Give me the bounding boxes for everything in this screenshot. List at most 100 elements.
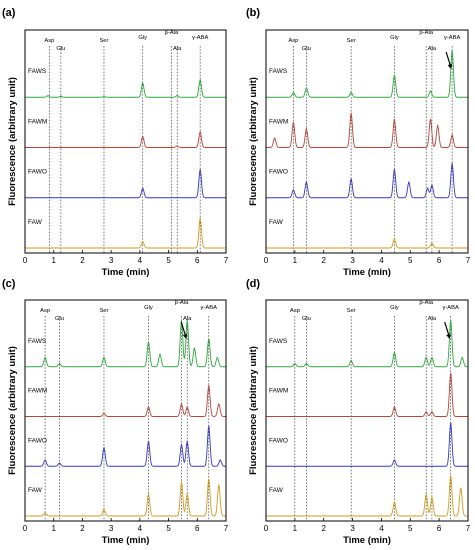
peak-point [176, 145, 178, 147]
trace-line-faw [25, 478, 226, 517]
x-tick-label: 3 [350, 524, 355, 533]
peak-label-5: Ala [428, 316, 437, 322]
peak-label-5: Ala [183, 316, 192, 322]
peak-point [44, 459, 46, 461]
trace-line-faws [25, 78, 226, 98]
peak-label-0: Asp [44, 38, 54, 44]
peak-label-4: β-Ala [419, 30, 433, 36]
peak-label-3: Gly [144, 305, 153, 311]
peak-point [219, 459, 221, 461]
peak-point [294, 363, 296, 365]
peak-point [142, 187, 144, 190]
trace-label-faw: FAW [269, 487, 284, 494]
trace-label-fawo: FAWO [28, 437, 47, 444]
x-tick-label: 1 [293, 256, 298, 265]
x-tick-label: 4 [138, 524, 143, 533]
peak-point [431, 496, 433, 499]
peak-point [47, 95, 49, 97]
chart-panel-c: (c) Fluorescence (arbitrary unit) Asp Glu Se… [2, 278, 229, 546]
peak-label-0: Asp [290, 308, 300, 314]
trace-label-faw: FAW [28, 219, 43, 226]
x-tick-label: 1 [293, 524, 298, 533]
peak-point [147, 406, 150, 408]
peak-point [461, 356, 463, 359]
plot-frame [24, 29, 227, 254]
peak-point [44, 356, 46, 359]
peak-point [142, 82, 144, 84]
peak-point [142, 241, 144, 243]
peak-point [431, 411, 433, 413]
peak-point [431, 356, 433, 359]
peak-point [305, 87, 307, 89]
x-tick-label: 4 [379, 524, 384, 533]
peak-point [451, 162, 453, 165]
y-axis-title: Fluorescence (arbitrary unit) [7, 77, 18, 206]
trace-line-faw [25, 218, 226, 249]
arrow-head [182, 334, 188, 339]
x-tick-label: 2 [321, 524, 326, 533]
peak-point [408, 181, 410, 183]
peak-point [305, 363, 307, 365]
peak-point [180, 444, 183, 446]
peak-point [450, 422, 452, 424]
peak-point [208, 478, 210, 480]
peak-point [60, 95, 62, 97]
arrow-head [447, 64, 453, 69]
chart-panel-b: (b) Fluorescence (arbitrary unit) Asp Glu Se… [246, 7, 471, 278]
plot-frame [265, 299, 469, 522]
peak-point [460, 487, 462, 489]
x-tick-label: 2 [321, 256, 326, 265]
peak-point [393, 118, 396, 121]
panel-label: (a) [2, 7, 16, 19]
peak-point [199, 79, 201, 81]
x-tick-label: 6 [437, 524, 442, 533]
peak-point [208, 338, 210, 340]
x-tick-label: 5 [166, 524, 171, 533]
peak-point [393, 501, 396, 503]
x-tick-label: 2 [80, 524, 85, 533]
trace-line-fawm [266, 113, 468, 148]
trace-label-fawo: FAWO [269, 437, 288, 444]
peak-point [58, 462, 61, 464]
peak-point [450, 475, 452, 477]
peak-point [393, 238, 396, 240]
peak-point [274, 137, 276, 139]
peak-label-6: γ-ABA [201, 305, 218, 311]
peak-point [186, 440, 188, 443]
peak-point [350, 359, 352, 362]
trace-label-faws: FAWS [269, 338, 288, 345]
peak-point [142, 135, 144, 138]
panel-label: (c) [2, 278, 16, 290]
peak-label-0: Asp [40, 308, 50, 314]
peak-label-5: Ala [173, 46, 182, 52]
trace-line-fawo [25, 425, 226, 467]
peak-point [180, 481, 183, 483]
peak-label-5: Ala [428, 46, 437, 52]
peak-point [216, 356, 218, 359]
peak-point [199, 217, 201, 220]
peak-point [147, 341, 150, 343]
peak-point [450, 319, 452, 322]
x-tick-label: 1 [51, 256, 56, 265]
x-tick-label: 2 [80, 256, 85, 265]
y-axis-title: Fluorescence (arbitrary unit) [248, 346, 259, 475]
trace-label-fawo: FAWO [269, 169, 288, 176]
peak-label-3: Gly [390, 35, 399, 41]
peak-point [350, 91, 352, 94]
trace-label-fawm: FAWM [269, 388, 288, 395]
trace-label-faws: FAWS [28, 68, 47, 75]
peak-point [427, 187, 429, 190]
trace-line-fawm [266, 373, 468, 417]
x-tick-label: 3 [109, 256, 114, 265]
trace-label-faw: FAW [28, 487, 43, 494]
panel-label: (d) [246, 278, 260, 290]
peak-label-1: Glu [302, 46, 311, 52]
peak-label-4: β-Ala [419, 300, 433, 306]
trace-label-faws: FAWS [269, 68, 288, 75]
trace-line-fawo [266, 422, 468, 467]
peak-point [450, 372, 452, 374]
peak-point [103, 447, 105, 449]
peak-point [429, 90, 432, 92]
x-axis-title: Time (min) [102, 267, 150, 278]
